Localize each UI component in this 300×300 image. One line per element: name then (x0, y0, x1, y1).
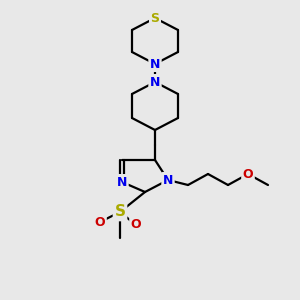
Text: S: S (151, 11, 160, 25)
Text: N: N (150, 76, 160, 88)
Text: N: N (117, 176, 127, 188)
Text: O: O (243, 167, 253, 181)
Text: O: O (95, 215, 105, 229)
Text: N: N (150, 58, 160, 70)
Text: O: O (131, 218, 141, 232)
Text: N: N (163, 173, 173, 187)
Text: S: S (115, 205, 125, 220)
